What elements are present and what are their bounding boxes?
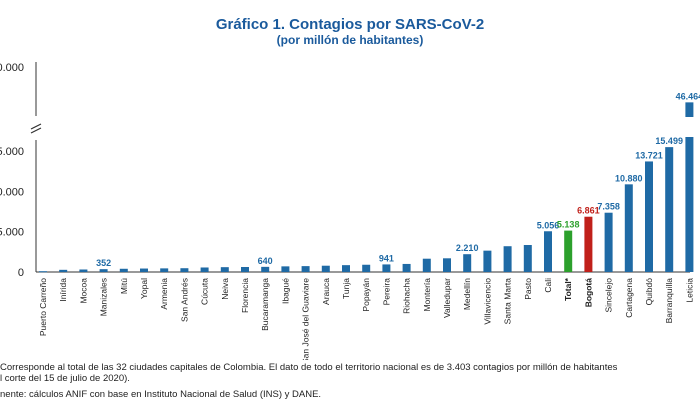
x-tick-label: Cali — [543, 278, 553, 293]
x-tick-label: Yopal — [139, 278, 149, 299]
data-label: 13.721 — [635, 150, 663, 160]
axis-break-mark — [30, 123, 42, 130]
y-tick-label: 15.000 — [0, 146, 24, 158]
footnote-total: Corresponde al total de las 32 ciudades … — [0, 362, 618, 373]
x-tick-label: Quibdó — [644, 278, 654, 306]
data-label: 6.861 — [577, 206, 600, 216]
x-tick-label: Popayán — [361, 278, 371, 312]
bar — [261, 266, 270, 272]
bar — [301, 266, 310, 272]
x-tick-label: Cartagena — [624, 278, 634, 318]
bar — [140, 268, 148, 272]
data-label: 10.880 — [615, 173, 643, 183]
data-label: 5.138 — [557, 220, 580, 230]
bar — [160, 268, 169, 272]
data-label: 7.358 — [597, 202, 620, 212]
bar — [99, 269, 108, 272]
x-tick-label: Pasto — [523, 278, 533, 300]
x-tick-label: Bogotá — [583, 278, 593, 308]
x-tick-label: Manizales — [99, 278, 109, 316]
bar — [281, 266, 290, 272]
bar — [119, 268, 128, 272]
bar — [584, 216, 593, 272]
bar — [241, 267, 249, 272]
bar — [503, 246, 512, 272]
y-tick-label: 50.000 — [0, 62, 24, 74]
x-tick-label: San Andrés — [179, 278, 189, 322]
x-tick-label: Sincelejo — [604, 278, 614, 313]
bar — [624, 184, 633, 272]
data-label: 15.499 — [655, 136, 683, 146]
bar — [402, 263, 411, 272]
bar — [645, 161, 653, 272]
x-tick-label: Mocoa — [78, 278, 88, 304]
x-tick-label: Villavicencio — [482, 278, 492, 325]
x-tick-label: Tunja — [341, 278, 351, 299]
bar — [321, 265, 330, 272]
bar — [665, 147, 674, 272]
bar — [200, 267, 209, 272]
x-tick-label: Cúcuta — [200, 278, 210, 305]
bar — [463, 254, 472, 272]
x-tick-label: Pereira — [381, 278, 391, 306]
x-tick-label: Inírida — [58, 278, 68, 302]
x-tick-label: Bucaramanga — [260, 278, 270, 331]
bar — [59, 269, 68, 272]
y-tick-label: 0 — [18, 267, 24, 279]
y-tick-label: 10.000 — [0, 186, 24, 198]
chart-title: Gráfico 1. Contagios por SARS-CoV-2 — [215, 16, 485, 33]
bar — [604, 212, 613, 272]
x-tick-label: San José del Guaviare — [301, 278, 311, 360]
data-label: 46.464 — [676, 91, 700, 101]
bar-chart: 0 5.000 10.000 15.000 50.000 Puerto Carreño In… — [0, 62, 700, 360]
data-label: 640 — [258, 256, 273, 266]
chart-subtitle: (por millón de habitantes) — [276, 33, 424, 47]
footnote-date: l corte del 15 de julio de 2020). — [0, 373, 130, 384]
bar — [544, 231, 552, 272]
bar — [342, 265, 350, 272]
x-tick-label: Montería — [422, 278, 432, 312]
x-tick-label: Leticia — [684, 278, 694, 303]
bar — [422, 258, 431, 272]
data-label: 941 — [379, 253, 394, 263]
y-tick-label: 5.000 — [0, 227, 24, 239]
bar — [39, 271, 47, 273]
axis-break-mark — [30, 127, 42, 134]
data-label: 352 — [96, 258, 111, 268]
bar — [443, 258, 451, 272]
bar — [362, 264, 371, 272]
x-tick-label: Total* — [563, 277, 573, 301]
bar — [685, 137, 694, 272]
x-tick-label: Mitú — [119, 278, 129, 294]
x-tick-label: Neiva — [220, 278, 230, 300]
x-tick-label: Arauca — [321, 278, 331, 305]
data-label: 5.056 — [537, 220, 560, 230]
data-label: 2.210 — [456, 243, 479, 253]
footnote-source: nente: cálculos ANIF con base en Institu… — [0, 389, 322, 400]
x-tick-label: Santa Marta — [503, 278, 513, 325]
x-tick-label: Medellín — [462, 278, 472, 310]
x-tick-label: Riohacha — [402, 278, 412, 314]
bar — [685, 102, 694, 117]
bar — [564, 230, 573, 272]
x-tick-label: Armenia — [159, 278, 169, 310]
x-tick-label: Puerto Carreño — [38, 278, 48, 336]
x-tick-label: Ibagué — [280, 278, 290, 304]
bar — [523, 245, 532, 272]
x-tick-label: Valledupar — [442, 278, 452, 318]
x-tick-label: Florencia — [240, 278, 250, 313]
bar — [220, 267, 229, 272]
bar — [180, 268, 189, 272]
x-tick-label: Barranquilla — [664, 278, 674, 324]
bar — [79, 269, 88, 272]
bar — [483, 250, 492, 272]
bar — [382, 264, 391, 272]
